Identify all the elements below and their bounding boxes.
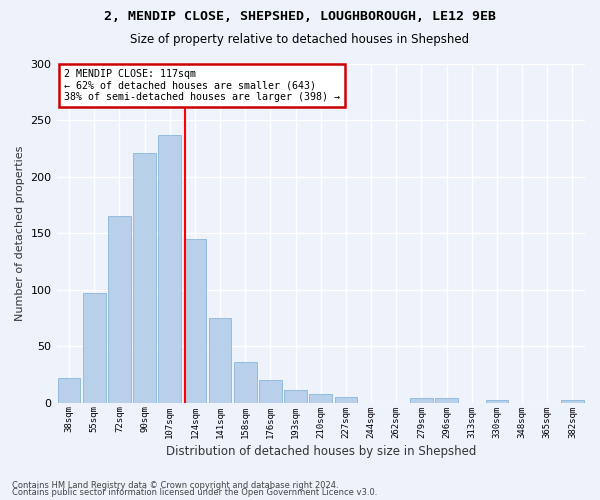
Text: 2, MENDIP CLOSE, SHEPSHED, LOUGHBOROUGH, LE12 9EB: 2, MENDIP CLOSE, SHEPSHED, LOUGHBOROUGH,… [104, 10, 496, 23]
Bar [209, 318, 232, 402]
Bar [184, 239, 206, 402]
Bar [108, 216, 131, 402]
Bar [83, 293, 106, 403]
X-axis label: Distribution of detached houses by size in Shepshed: Distribution of detached houses by size … [166, 444, 476, 458]
Y-axis label: Number of detached properties: Number of detached properties [15, 146, 25, 321]
Bar [234, 362, 257, 403]
Bar [410, 398, 433, 402]
Bar [133, 153, 156, 402]
Text: Contains HM Land Registry data © Crown copyright and database right 2024.: Contains HM Land Registry data © Crown c… [12, 480, 338, 490]
Text: 2 MENDIP CLOSE: 117sqm
← 62% of detached houses are smaller (643)
38% of semi-de: 2 MENDIP CLOSE: 117sqm ← 62% of detached… [64, 69, 340, 102]
Bar [284, 390, 307, 402]
Bar [310, 394, 332, 402]
Bar [58, 378, 80, 402]
Bar [158, 135, 181, 402]
Bar [435, 398, 458, 402]
Text: Size of property relative to detached houses in Shepshed: Size of property relative to detached ho… [130, 32, 470, 46]
Bar [561, 400, 584, 402]
Text: Contains public sector information licensed under the Open Government Licence v3: Contains public sector information licen… [12, 488, 377, 497]
Bar [485, 400, 508, 402]
Bar [259, 380, 282, 402]
Bar [335, 397, 357, 402]
